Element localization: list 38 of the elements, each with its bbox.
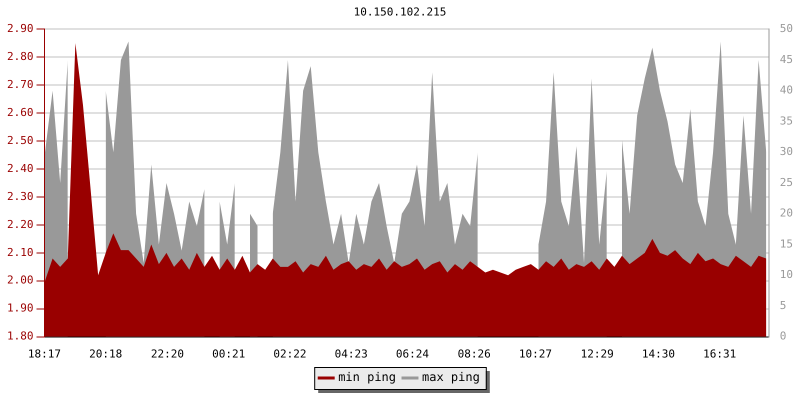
y-tick-label: 2.40 (6, 162, 34, 175)
x-tick-label: 08:26 (458, 347, 491, 360)
y2-tick-label: 50 (780, 22, 794, 36)
y-tick-label: 2.70 (6, 78, 34, 91)
y2-tick-label: 10 (780, 268, 794, 282)
y-tick-label: 1.90 (6, 302, 34, 315)
x-tick-label: 18:17 (28, 347, 62, 360)
y2-tick-label: 5 (780, 298, 786, 312)
y-tick-label: 2.60 (6, 106, 34, 119)
x-tick-label: 02:22 (273, 347, 307, 360)
chart-title: 10.150.102.215 (354, 5, 446, 18)
y2-tick-label: 45 (780, 52, 794, 66)
y2-tick-label: 35 (780, 114, 794, 128)
y2-tick-label: 40 (780, 84, 794, 97)
y-tick-label: 2.80 (6, 50, 34, 64)
y2-tick-label: 15 (780, 237, 794, 250)
y2-tick-label: 25 (780, 176, 794, 189)
y-tick-label: 2.00 (6, 274, 34, 287)
x-tick-label: 22:20 (150, 347, 184, 360)
x-tick-label: 00:21 (212, 347, 246, 360)
y2-tick-label: 0 (780, 330, 786, 343)
y-tick-label: 1.80 (6, 330, 34, 343)
y-tick-label: 2.10 (6, 246, 34, 259)
y2-tick-label: 20 (780, 206, 794, 220)
y-tick-label: 2.50 (6, 134, 34, 147)
x-tick-label: 04:23 (334, 347, 368, 360)
x-tick-label: 10:27 (518, 347, 552, 360)
x-tick-label: 12:29 (580, 347, 614, 360)
y-tick-label: 2.30 (6, 190, 34, 203)
x-tick-label: 06:24 (396, 347, 430, 360)
legend-label: min ping (338, 370, 396, 384)
y-tick-label: 2.90 (6, 22, 34, 36)
legend-label: max ping (422, 370, 480, 384)
x-tick-label: 14:30 (642, 347, 675, 360)
y2-tick-label: 30 (780, 145, 794, 158)
x-tick-label: 16:31 (703, 347, 736, 360)
x-tick-label: 20:18 (89, 347, 122, 360)
y-tick-label: 2.20 (6, 218, 34, 231)
